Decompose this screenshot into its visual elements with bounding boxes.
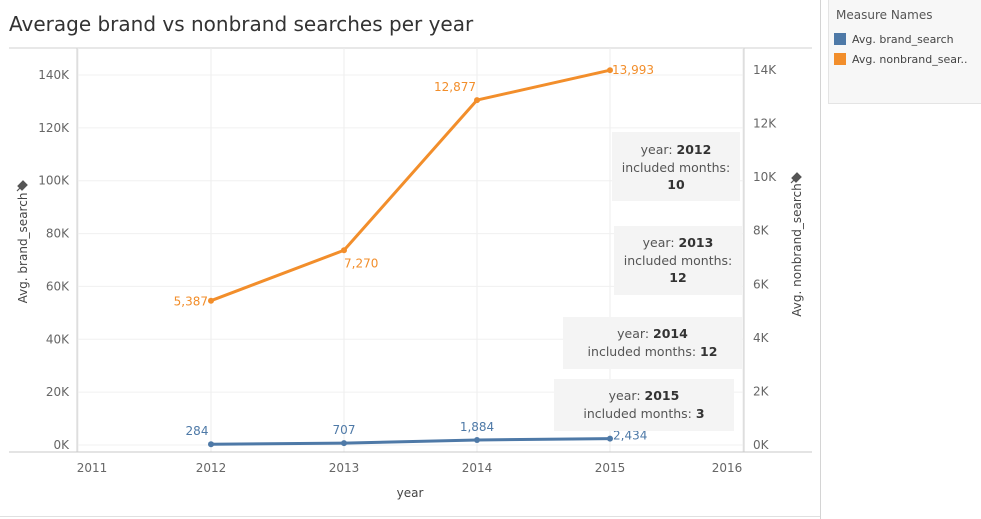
panel-divider [820, 0, 821, 519]
annotation-months: 10 [667, 177, 685, 192]
y-left-tick-label: 140K [38, 68, 70, 82]
x-tick-label: 2011 [77, 461, 108, 475]
brand-series-line [209, 437, 612, 446]
y-right-tick-label: 8K [753, 224, 770, 238]
y-left-tick-label: 100K [38, 174, 70, 188]
legend-label-brand: Avg. brand_search [852, 32, 954, 46]
annotation-year-label: year: [640, 142, 673, 157]
nonbrand-data-point [474, 97, 480, 104]
annotation-year-label: year: [642, 235, 675, 250]
annotation-year: 2014 [653, 326, 688, 341]
legend-item-brand[interactable]: Avg. brand_search [834, 31, 981, 47]
brand-data-point [474, 437, 480, 444]
y-right-tick-label: 14K [753, 63, 777, 77]
y-right-axis-title: Avg. nonbrand_search [790, 183, 804, 316]
y-right-tick-label: 0K [753, 438, 770, 452]
x-tick-label: 2012 [196, 461, 227, 475]
y-left-tick-label: 120K [38, 121, 70, 135]
annotation-year: 2013 [678, 235, 714, 250]
nonbrand-data-point [607, 67, 613, 74]
brand-data-point [208, 441, 214, 448]
x-tick-label: 2013 [329, 461, 360, 475]
nonbrand-data-label: 7,270 [344, 256, 378, 270]
nonbrand-data-label: 13,993 [612, 63, 654, 77]
annotation-months-label: included months: [621, 159, 731, 175]
annotation-months: 12 [669, 270, 687, 285]
y-left-tick-label: 80K [46, 227, 70, 241]
nonbrand-series-line [209, 68, 612, 303]
annotation-2012: year: 2012 included months: 10 [612, 132, 740, 201]
legend-label-nonbrand: Avg. nonbrand_sear.. [852, 52, 968, 66]
chart-title: Average brand vs nonbrand searches per y… [9, 12, 474, 36]
y-right-tick-label: 4K [753, 331, 770, 345]
y-right-tick-label: 10K [753, 170, 777, 184]
y-left-tick-label: 60K [46, 279, 70, 293]
brand-data-label: 284 [186, 424, 209, 438]
annotation-year-label: year: [608, 388, 641, 403]
x-tick-label: 2016 [712, 461, 743, 475]
nonbrand-data-point [341, 247, 347, 254]
nonbrand-data-label: 12,877 [434, 80, 476, 94]
legend-swatch-brand [834, 33, 846, 45]
annotation-2014: year: 2014 included months: 12 [563, 317, 742, 369]
nonbrand-data-label: 5,387 [174, 295, 208, 309]
legend-swatch-nonbrand [834, 53, 846, 65]
annotation-months-label: included months: [587, 343, 697, 359]
annotation-year: 2015 [644, 388, 680, 403]
annotation-months-label: included months: [623, 252, 733, 268]
nonbrand-data-point [208, 297, 214, 304]
annotation-year: 2012 [676, 142, 712, 157]
y-right-tick-label: 6K [753, 277, 770, 291]
y-left-axis-title: Avg. brand_search [16, 193, 30, 304]
annotation-months: 12 [700, 343, 718, 359]
legend-panel: Measure Names Avg. brand_search Avg. non… [828, 0, 981, 104]
legend-title: Measure Names [836, 8, 933, 22]
brand-data-label: 2,434 [613, 429, 647, 443]
pin-icon [16, 180, 28, 192]
annotation-months: 3 [695, 405, 705, 421]
y-right-tick-label: 12K [753, 117, 777, 131]
brand-data-point [341, 440, 347, 447]
brand-data-label: 1,884 [460, 420, 494, 434]
x-tick-label: 2015 [595, 461, 626, 475]
annotation-months-label: included months: [583, 405, 692, 421]
y-left-tick-label: 20K [46, 385, 70, 399]
y-left-tick-label: 0K [53, 438, 70, 452]
annotation-2013: year: 2013 included months: 12 [614, 226, 742, 295]
x-tick-label: 2014 [462, 461, 493, 475]
x-axis-title: year [397, 486, 424, 500]
brand-data-point [607, 435, 613, 442]
annotation-year-label: year: [617, 326, 650, 341]
bottom-rule [0, 516, 820, 517]
y-right-tick-label: 2K [753, 384, 770, 398]
legend-item-nonbrand[interactable]: Avg. nonbrand_sear.. [834, 51, 981, 67]
annotation-2015: year: 2015 included months: 3 [554, 379, 734, 431]
pin-icon [790, 172, 802, 184]
brand-data-label: 707 [333, 423, 356, 437]
y-left-tick-label: 40K [46, 332, 70, 346]
